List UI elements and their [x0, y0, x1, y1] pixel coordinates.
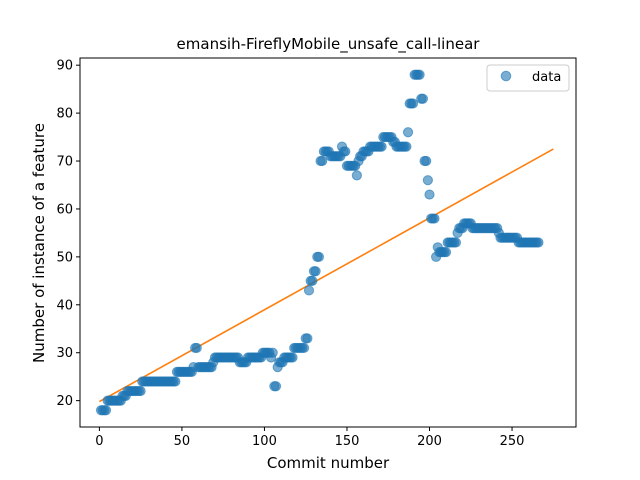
data-point [340, 146, 351, 157]
y-axis-label: Number of instance of a feature [30, 123, 48, 363]
data-point [533, 237, 544, 248]
points-layer [95, 69, 544, 416]
data-point [135, 385, 146, 397]
data-point [307, 275, 318, 286]
y-tick-label: 60 [56, 202, 73, 217]
data-point [450, 237, 462, 248]
data-point [440, 246, 452, 258]
legend-label-data: data [532, 70, 561, 85]
plot-frame [79, 57, 577, 428]
y-tick-label: 40 [56, 298, 73, 313]
data-point [191, 342, 202, 354]
data-point [317, 155, 328, 167]
x-tick-label: 50 [174, 434, 191, 449]
legend: data [486, 64, 570, 92]
data-point [376, 141, 387, 152]
x-tick-label: 100 [252, 434, 277, 449]
y-tick-label: 20 [56, 394, 73, 409]
data-point [303, 285, 315, 296]
fit-layer [99, 148, 554, 403]
data-point [424, 189, 435, 200]
chart-title: emansih-FireflyMobile_unsafe_call-linear [177, 35, 481, 54]
data-point [429, 213, 440, 224]
y-tick-label: 90 [56, 59, 73, 74]
x-tick-label: 0 [95, 434, 103, 449]
legend-marker-data [500, 70, 512, 82]
data-point [401, 141, 412, 152]
data-point [417, 93, 429, 104]
data-point [100, 405, 112, 416]
data-point [421, 155, 432, 167]
data-point [313, 251, 325, 262]
fit-line [99, 148, 554, 403]
data-point [267, 347, 278, 358]
y-tick-label: 30 [56, 346, 73, 361]
y-tick-label: 50 [56, 250, 73, 265]
data-point [302, 333, 313, 344]
x-tick-label: 200 [417, 434, 442, 449]
data-point [310, 266, 321, 277]
y-tick-label: 70 [56, 155, 73, 170]
data-point [287, 352, 298, 363]
data-point [402, 127, 414, 138]
x-tick-label: 150 [335, 434, 360, 449]
data-point [170, 376, 181, 387]
x-axis: 0 50 100 150 200 250 [95, 427, 524, 449]
y-tick-label: 80 [56, 107, 73, 122]
data-point [270, 381, 282, 392]
x-tick-label: 250 [500, 434, 525, 449]
data-point [407, 98, 419, 109]
data-point [351, 170, 362, 181]
data-point [414, 69, 425, 80]
x-axis-label: Commit number [267, 454, 390, 472]
y-axis: 20 30 40 50 60 70 80 90 [56, 59, 80, 409]
data-point [298, 342, 310, 354]
data-point [422, 175, 433, 186]
